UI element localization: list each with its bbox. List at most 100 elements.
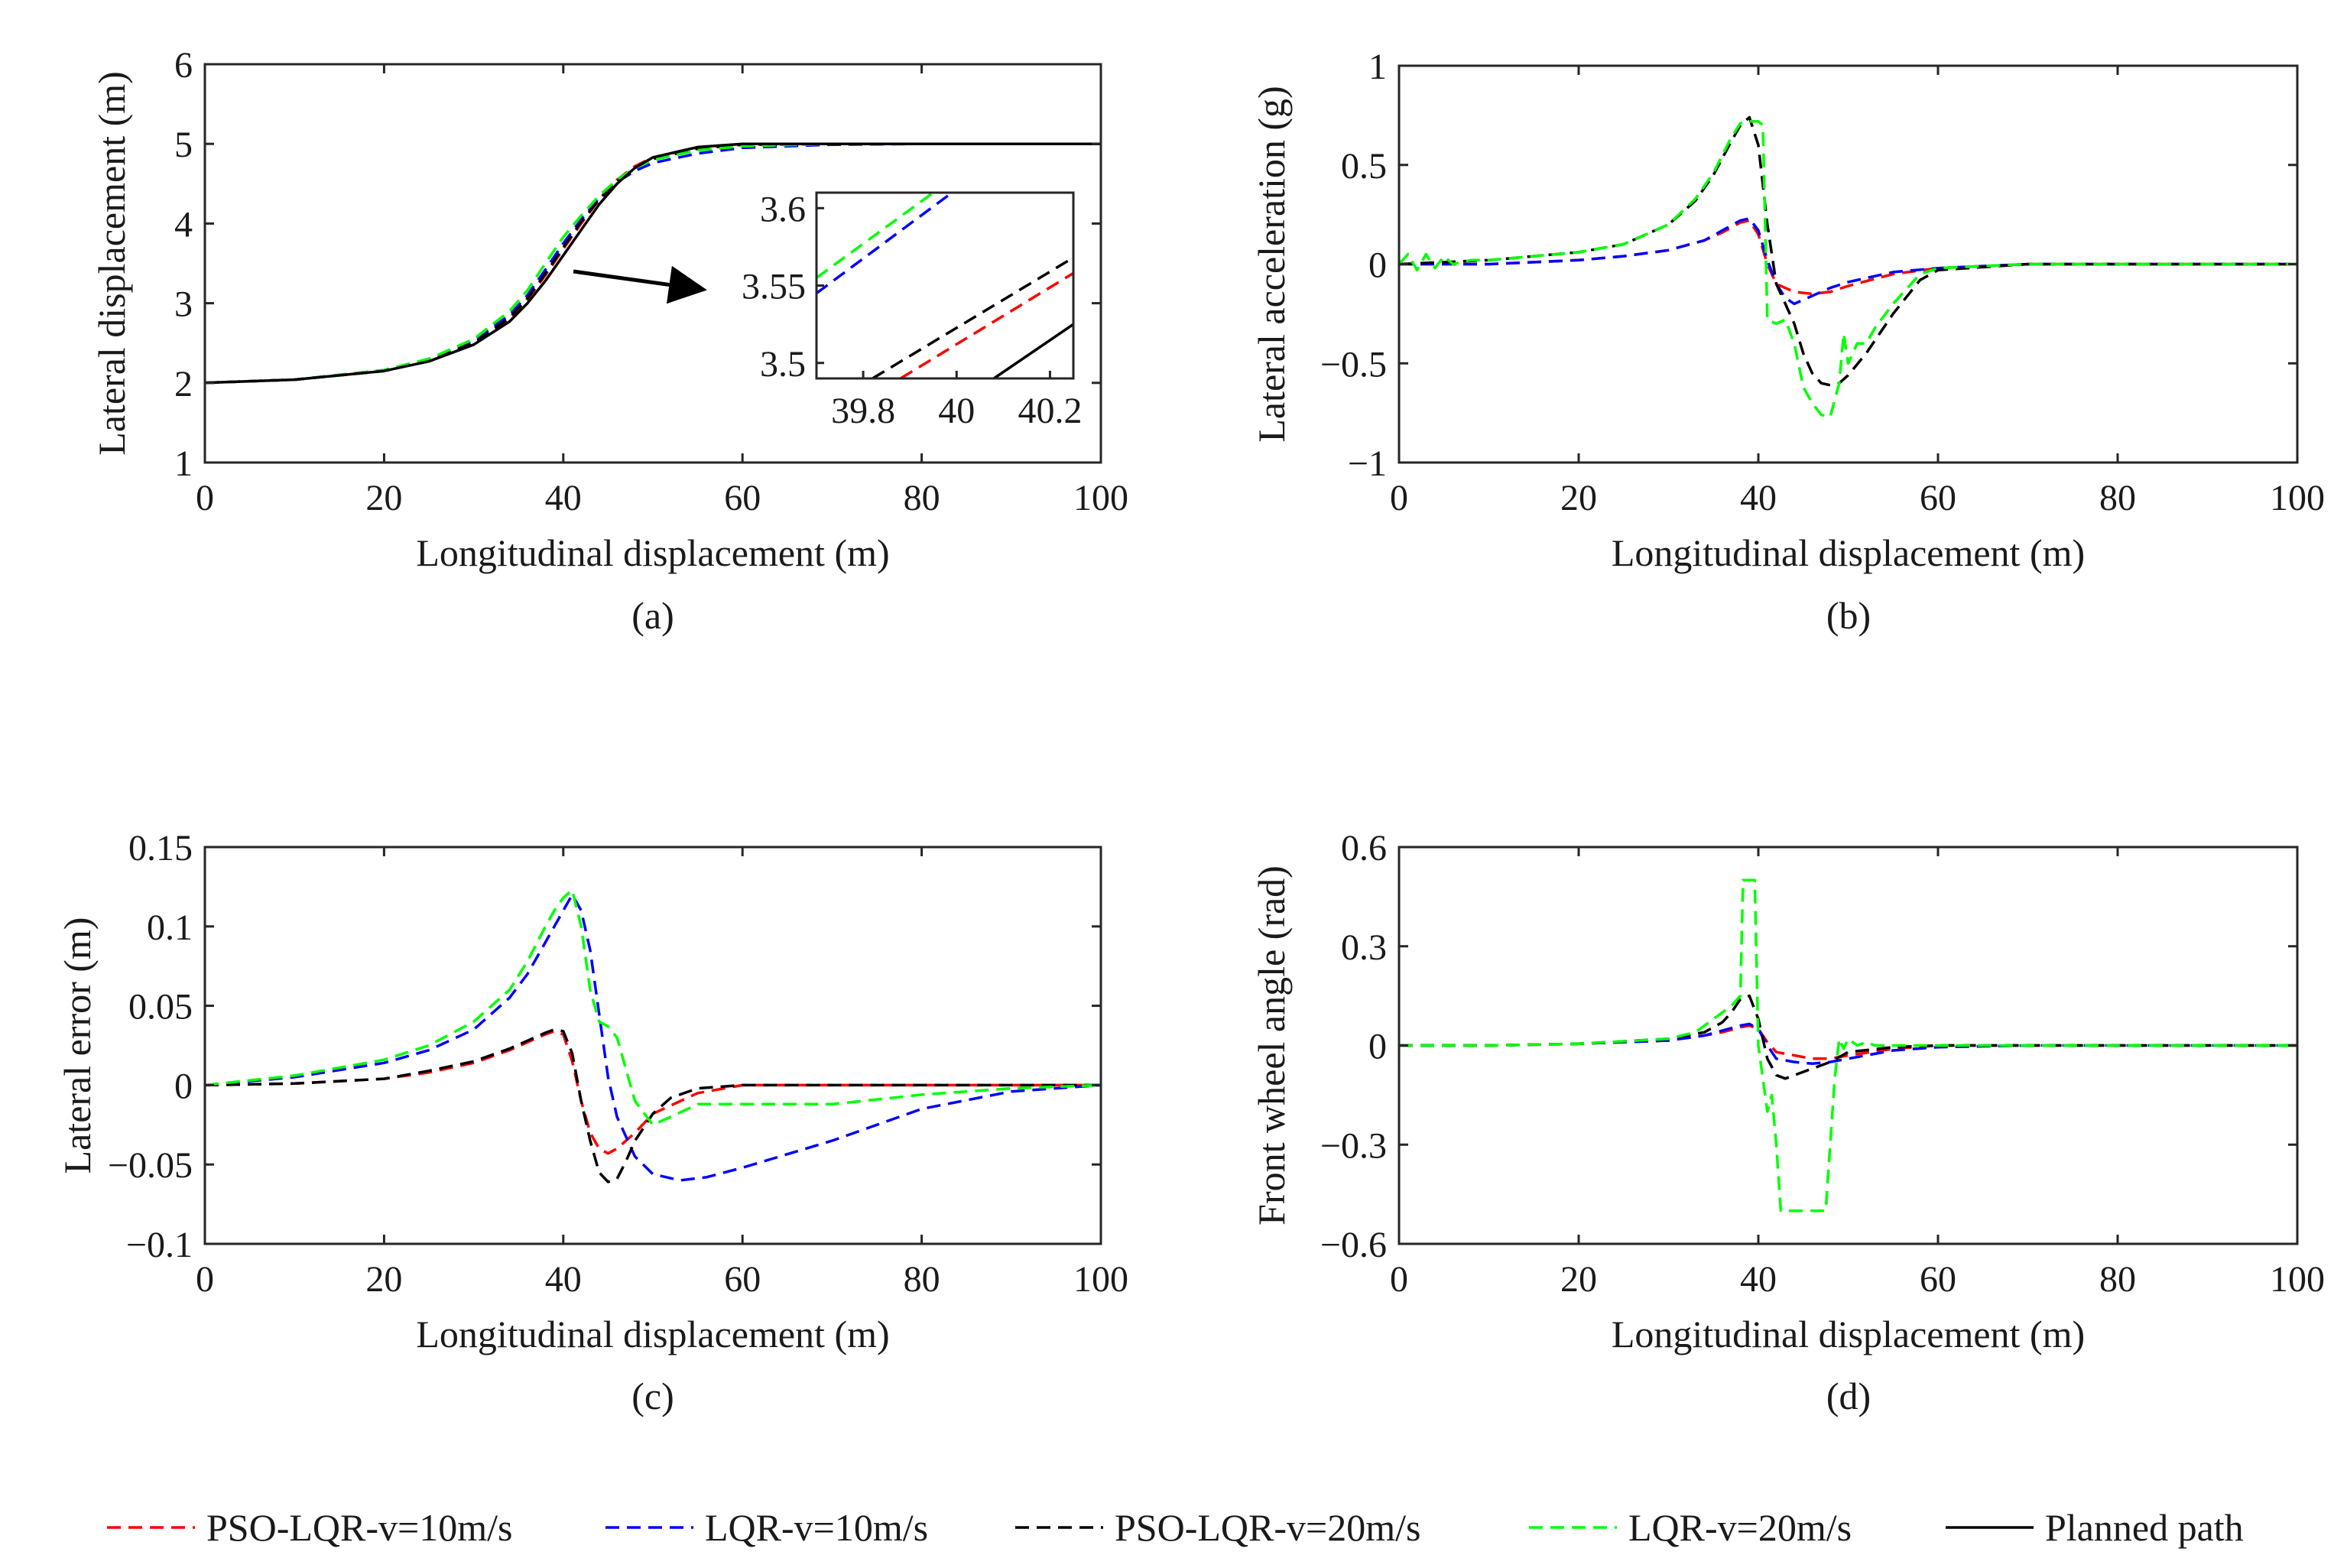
subplot-caption: (c) [631, 1375, 674, 1417]
inset-x-tick-label: 39.8 [831, 391, 895, 431]
legend-item-4: LQR-v=20m/s [1529, 1506, 1852, 1549]
y-axis-label: Front wheel angle (rad) [1250, 865, 1293, 1226]
series-line-2 [1399, 217, 2297, 306]
x-tick-label: 80 [904, 478, 940, 518]
x-tick-label: 0 [1390, 1259, 1408, 1300]
subplot-caption: (b) [1826, 594, 1871, 637]
subplot-a: 0 20 40 60 80 100 1 2 3 4 5 6 Longitudinal displacem… [90, 45, 1128, 637]
legend-item-3: PSO-LQR-v=20m/s [1015, 1506, 1420, 1549]
y-tick-label: −0.1 [126, 1225, 193, 1265]
subplot-c: 0 20 40 60 80 100 −0.1 −0.05 0 0.05 0.1 0.15 Longitu… [56, 828, 1128, 1417]
y-tick-label: −0.6 [1320, 1225, 1387, 1265]
y-tick-label: 1 [1368, 47, 1387, 87]
inset-series-line-3 [872, 256, 1073, 378]
y-tick-label: 0.3 [1341, 927, 1387, 968]
y-tick-label: 4 [174, 204, 193, 245]
x-tick-label: 40 [545, 1259, 582, 1300]
series-line-5 [205, 142, 1101, 385]
subplot-b: 0 20 40 60 80 100 −1 −0.5 0 0.5 1 Longitudinal disp… [1250, 47, 2325, 637]
x-axis-label: Longitudinal displacement (m) [416, 531, 889, 574]
inset-x-tick-label: 40 [938, 391, 975, 431]
y-tick-label: 0 [1368, 1027, 1387, 1067]
series-line-4 [1399, 878, 2297, 1213]
subplot-caption: (d) [1826, 1375, 1871, 1417]
legend-label: LQR-v=10m/s [705, 1506, 928, 1549]
inset-y-tick-label: 3.6 [760, 189, 806, 229]
inset-series-line-4 [900, 271, 1073, 378]
legend-label: Planned path [2045, 1506, 2244, 1549]
x-tick-label: 60 [1920, 1259, 1956, 1300]
y-tick-label: 0.05 [128, 987, 193, 1027]
x-axis-label: Longitudinal displacement (m) [1612, 531, 2085, 574]
legend-item-1: PSO-LQR-v=10m/s [107, 1506, 512, 1549]
series-line-3 [1399, 115, 2297, 387]
series-line-4 [205, 888, 1101, 1127]
x-tick-label: 20 [1560, 1259, 1597, 1300]
inset-series-line-2 [816, 193, 953, 295]
inset-x-tick-label: 40.2 [1018, 391, 1082, 431]
y-tick-label: 0 [1368, 245, 1387, 286]
x-tick-label: 100 [2270, 478, 2325, 518]
zoom-inset: 39.8 40 40.2 3.5 3.55 3.6 [573, 189, 1082, 431]
x-tick-label: 80 [2099, 478, 2136, 518]
y-tick-label: 0.15 [128, 828, 193, 868]
x-tick-label: 20 [1560, 478, 1597, 518]
zoom-inset-background [816, 193, 1073, 378]
x-tick-label: 100 [1073, 478, 1128, 518]
y-axis-label: Lateral acceleration (g) [1250, 86, 1293, 442]
y-tick-label: 0.6 [1341, 828, 1387, 868]
series-line-2 [205, 893, 1101, 1182]
y-tick-label: 0.1 [147, 907, 193, 948]
x-axis-label: Longitudinal displacement (m) [1612, 1313, 2085, 1355]
legend-label: PSO-LQR-v=10m/s [206, 1506, 512, 1549]
y-axis-label: Lateral displacement (m) [90, 71, 133, 456]
legend-label: LQR-v=20m/s [1628, 1506, 1852, 1549]
axes-frame [203, 846, 1102, 1245]
y-tick-label: −1 [1348, 443, 1387, 484]
x-tick-label: 40 [545, 478, 582, 518]
series-line-4 [1399, 119, 2297, 419]
legend: PSO-LQR-v=10m/s LQR-v=10m/s PSO-LQR-v=20m/… [107, 1506, 2244, 1549]
inset-series-line-1 [816, 193, 934, 279]
subplot-d: 0 20 40 60 80 100 −0.6 −0.3 0 0.3 0.6 Longitudinal … [1250, 828, 2325, 1417]
inset-y-tick-label: 3.5 [760, 344, 806, 385]
y-axis-label: Lateral error (m) [56, 917, 99, 1174]
x-tick-label: 80 [904, 1259, 940, 1300]
y-tick-label: 0 [174, 1066, 193, 1106]
y-tick-label: −0.3 [1320, 1125, 1387, 1166]
x-tick-label: 0 [196, 1259, 214, 1300]
y-tick-label: 2 [174, 364, 193, 404]
y-tick-label: −0.05 [108, 1145, 193, 1186]
axes-frame [203, 63, 1102, 464]
legend-item-2: LQR-v=10m/s [605, 1506, 928, 1549]
series-line-3 [205, 1027, 1101, 1183]
x-tick-label: 40 [1740, 478, 1777, 518]
x-tick-label: 80 [2099, 1259, 2136, 1300]
legend-item-5: Planned path [1946, 1506, 2244, 1549]
subplot-caption: (a) [631, 594, 674, 637]
x-tick-label: 0 [196, 478, 214, 518]
x-tick-label: 40 [1740, 1259, 1777, 1300]
x-tick-label: 100 [2270, 1259, 2325, 1300]
y-tick-label: 3 [174, 284, 193, 325]
legend-label: PSO-LQR-v=20m/s [1115, 1506, 1420, 1549]
series-line-2 [1399, 1022, 2297, 1066]
x-axis-label: Longitudinal displacement (m) [416, 1313, 889, 1355]
series-line-1 [1399, 1024, 2297, 1060]
x-tick-label: 100 [1073, 1259, 1128, 1300]
y-tick-label: −0.5 [1320, 344, 1387, 385]
series-line-3 [1399, 994, 2297, 1080]
x-tick-label: 60 [724, 478, 761, 518]
y-tick-label: 1 [174, 443, 193, 484]
zoom-arrow [573, 265, 707, 304]
inset-series-line-5 [993, 323, 1073, 378]
x-tick-label: 60 [724, 1259, 761, 1300]
y-tick-label: 0.5 [1341, 146, 1387, 187]
y-tick-label: 5 [174, 125, 193, 165]
series-line-3 [205, 142, 1101, 385]
x-tick-label: 60 [1920, 478, 1956, 518]
inset-y-tick-label: 3.55 [742, 267, 806, 307]
x-tick-label: 20 [365, 478, 402, 518]
y-tick-label: 6 [174, 45, 193, 86]
